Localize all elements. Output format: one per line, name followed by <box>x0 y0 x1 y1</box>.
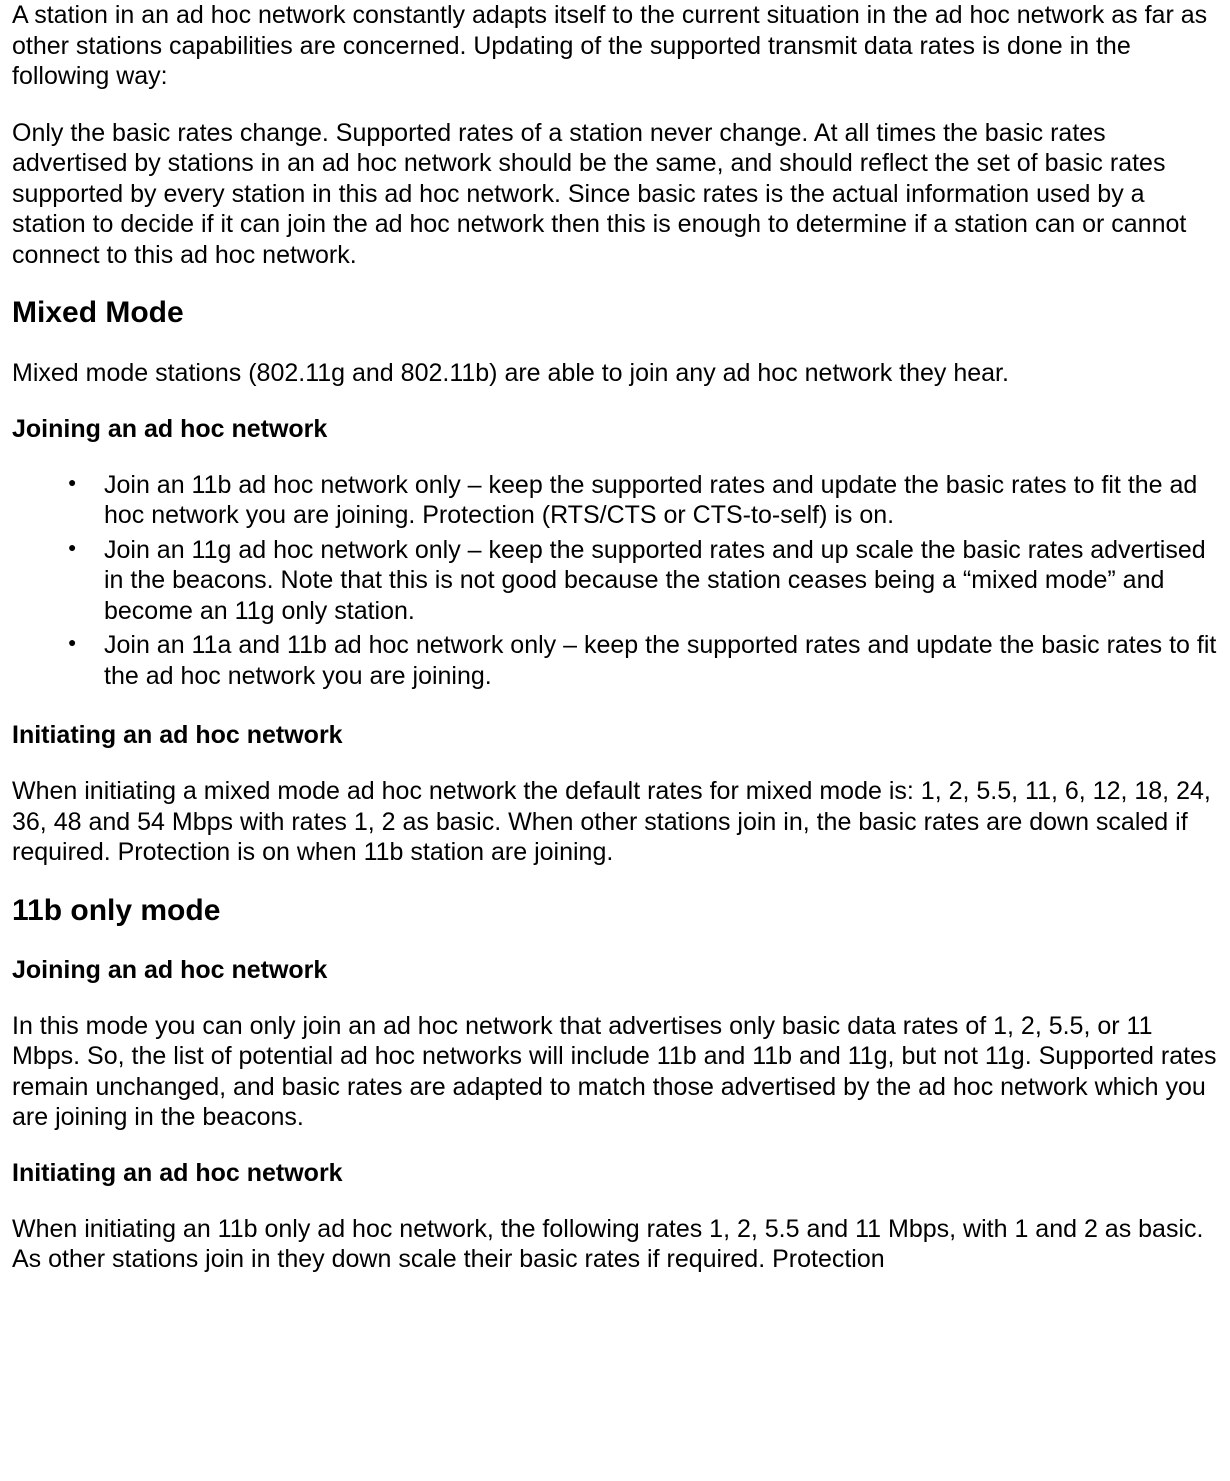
mixed-mode-intro: Mixed mode stations (802.11g and 802.11b… <box>12 358 1218 389</box>
heading-11b-initiating: Initiating an ad hoc network <box>12 1159 1218 1188</box>
heading-11b-joining: Joining an ad hoc network <box>12 956 1218 985</box>
intro-paragraph-1: A station in an ad hoc network constantl… <box>12 0 1218 92</box>
list-item: Join an 11a and 11b ad hoc network only … <box>80 630 1218 691</box>
11b-initiating-text: When initiating an 11b only ad hoc netwo… <box>12 1214 1218 1275</box>
heading-mixed-initiating: Initiating an ad hoc network <box>12 721 1218 750</box>
heading-mixed-joining: Joining an ad hoc network <box>12 415 1218 444</box>
intro-paragraph-2: Only the basic rates change. Supported r… <box>12 118 1218 271</box>
list-item: Join an 11g ad hoc network only – keep t… <box>80 535 1218 627</box>
mixed-initiating-text: When initiating a mixed mode ad hoc netw… <box>12 776 1218 868</box>
11b-joining-text: In this mode you can only join an ad hoc… <box>12 1011 1218 1133</box>
heading-11b-only: 11b only mode <box>12 894 1218 928</box>
heading-mixed-mode: Mixed Mode <box>12 296 1218 330</box>
list-item: Join an 11b ad hoc network only – keep t… <box>80 470 1218 531</box>
mixed-join-bullets: Join an 11b ad hoc network only – keep t… <box>12 470 1218 692</box>
